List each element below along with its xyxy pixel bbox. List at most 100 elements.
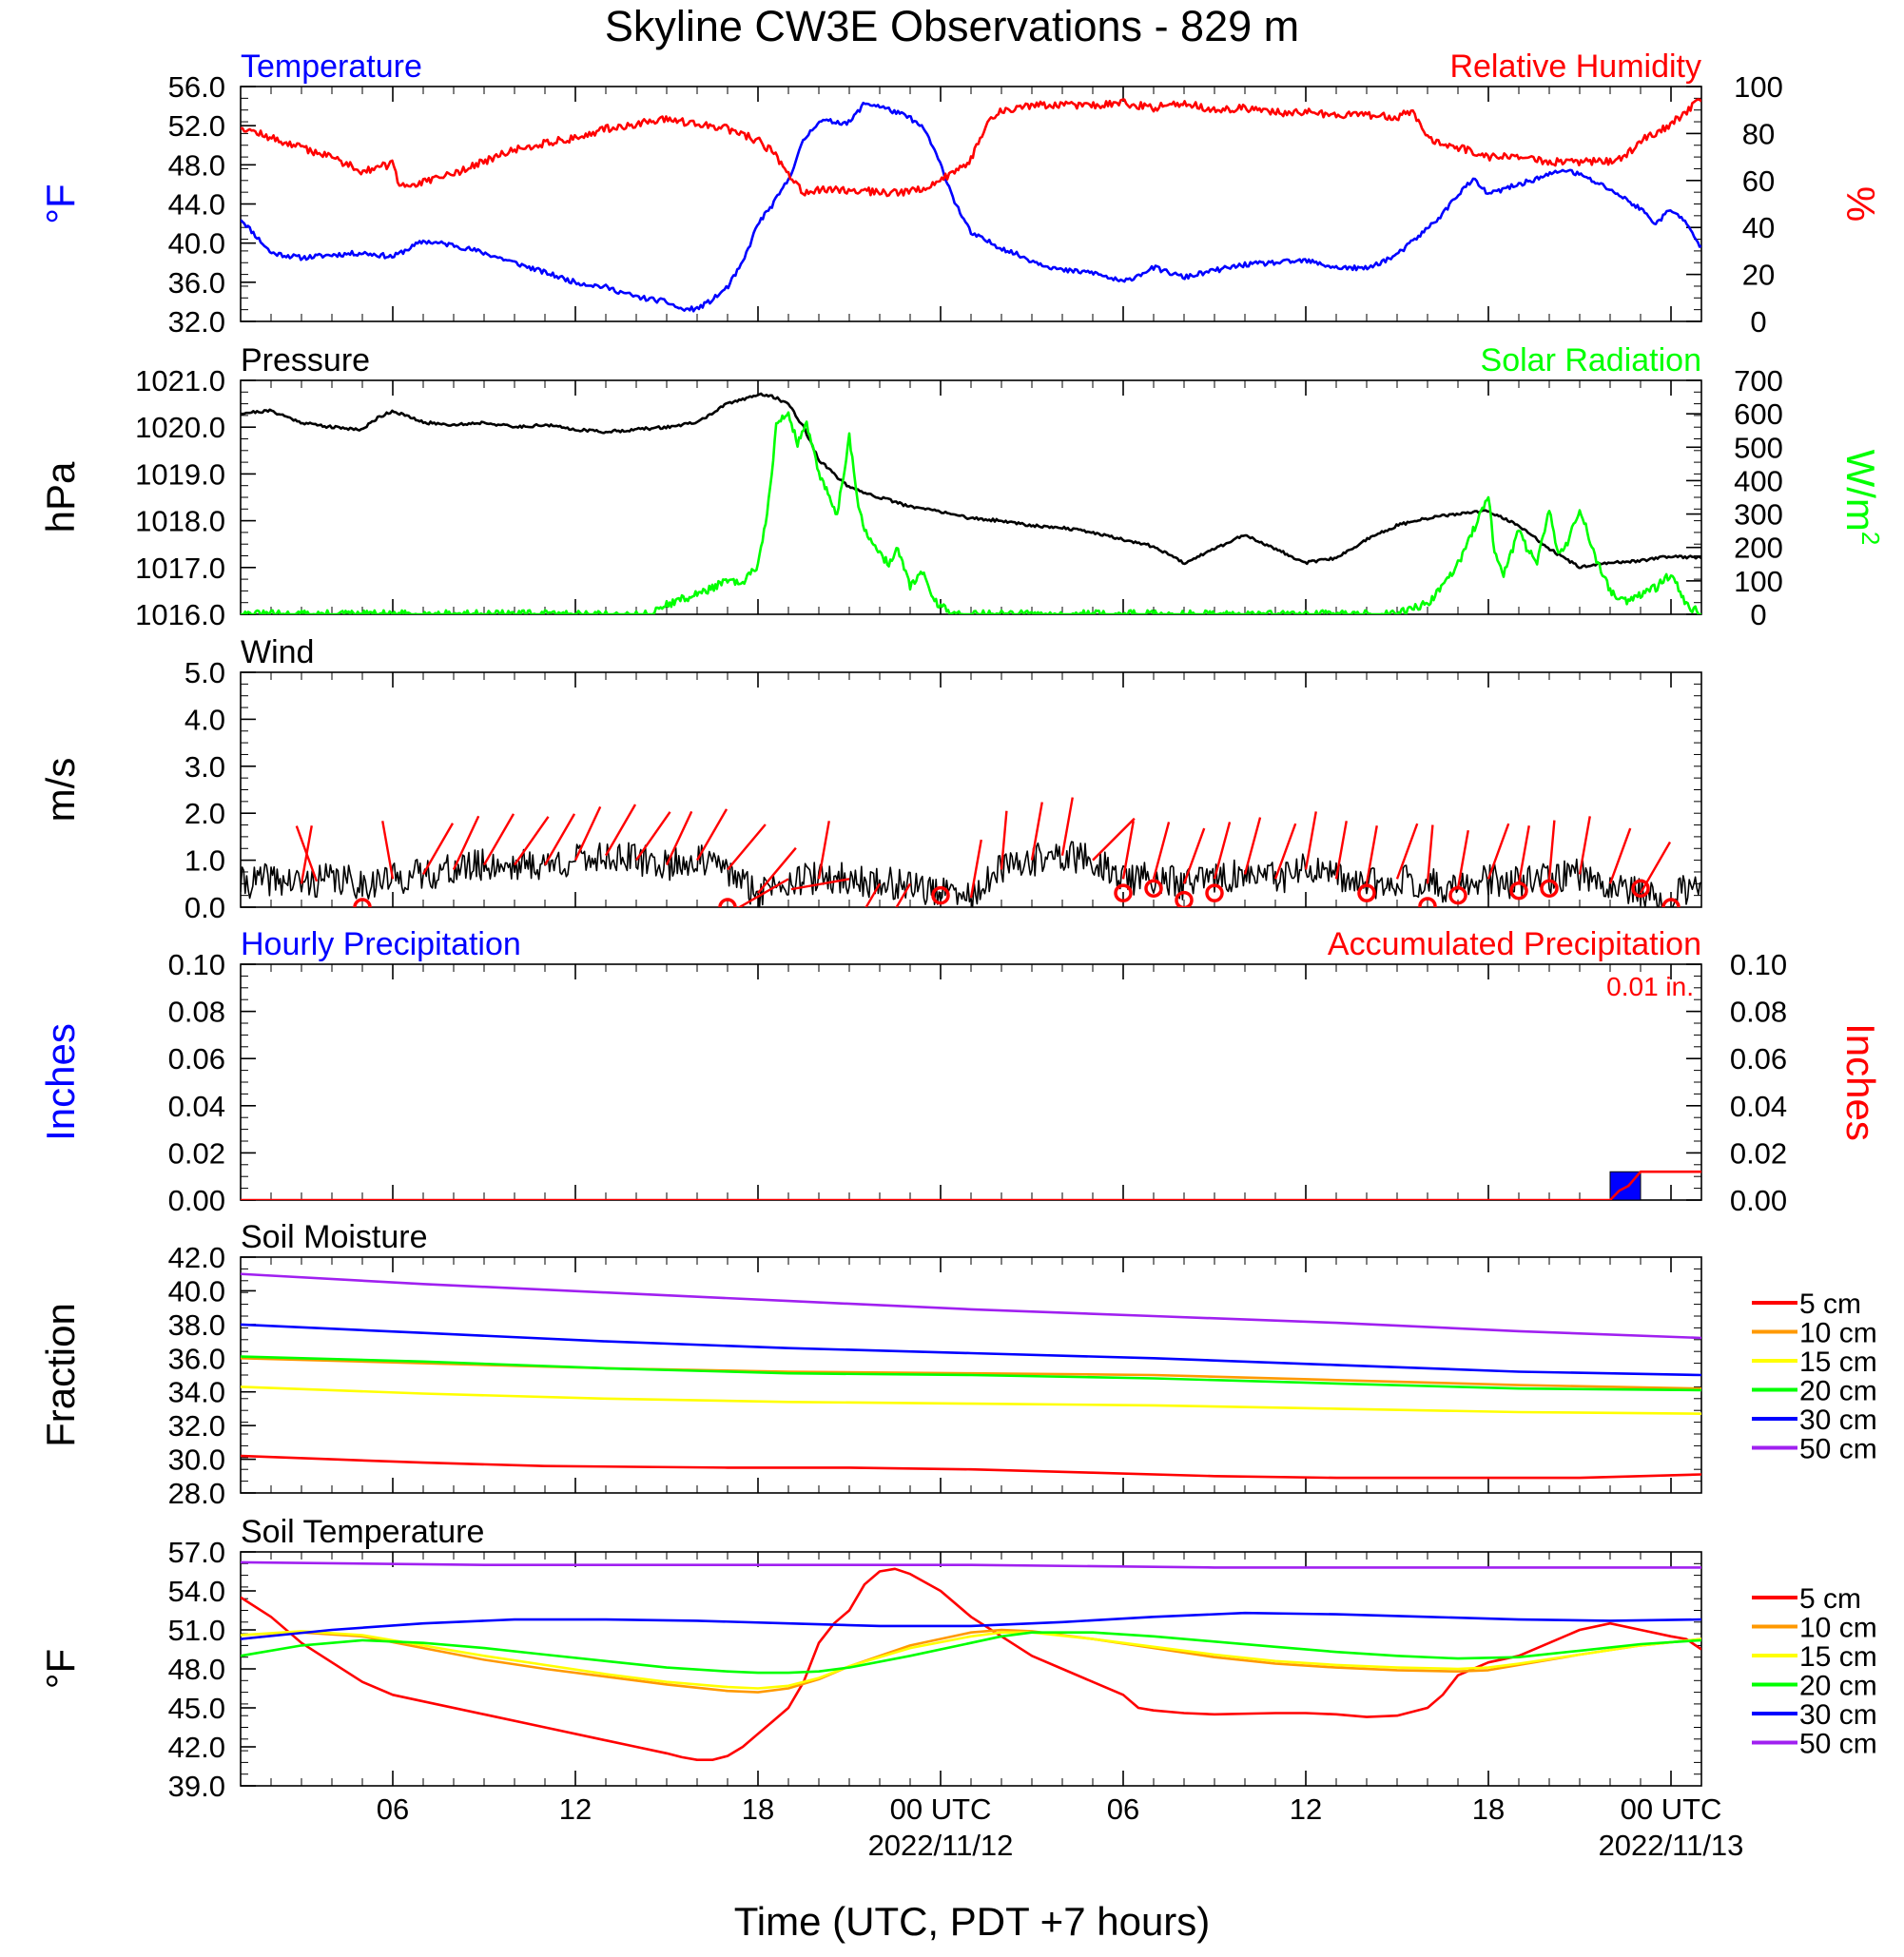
panel-title-left: Wind	[241, 634, 314, 670]
x-tick-date: 2022/11/13	[1599, 1829, 1744, 1862]
y-tick-label-left: 42.0	[168, 1731, 225, 1764]
wind-barb	[1365, 825, 1378, 884]
wind-barb	[295, 825, 319, 882]
wind-barb	[817, 821, 830, 880]
y-tick-label-left: 40.0	[168, 1274, 225, 1308]
panel-precip: 0.00 0.02 0.04 0.06 0.08 0.10 0.00 0.02 0.04 0.06…	[38, 926, 1883, 1217]
wind-barb	[665, 810, 693, 866]
y-tick-label-left: 0.0	[185, 891, 225, 924]
wind-barb	[790, 878, 850, 891]
x-tick-date: 2022/11/12	[868, 1829, 1014, 1862]
y-tick-label-left: 40.0	[168, 227, 225, 261]
accum-precip-total: 0.01 in.	[1606, 972, 1694, 1001]
15-cm-line	[241, 1385, 1701, 1415]
calm-wind-marker	[1144, 879, 1163, 898]
y-tick-label-right: 20	[1742, 259, 1775, 292]
wind-barb	[1213, 822, 1232, 880]
y-tick-label-right: 400	[1734, 464, 1783, 497]
panel-title-left: Soil Temperature	[241, 1514, 484, 1550]
y-tick-label-left: 44.0	[168, 188, 225, 222]
wind-barb	[695, 808, 729, 862]
wind-barb	[514, 816, 550, 866]
y-axis-label-right-main: W/m	[1838, 450, 1883, 532]
wind-barb	[482, 813, 515, 866]
panel-frame	[240, 86, 1702, 322]
calm-wind-marker	[1540, 879, 1559, 898]
wind-barb	[635, 811, 671, 862]
panel-frame	[240, 379, 1702, 615]
x-tick-label: 18	[1472, 1792, 1505, 1826]
y-tick-label-right: 0.04	[1730, 1090, 1787, 1123]
legend-label: 5 cm	[1799, 1583, 1861, 1615]
y-axis-label-left: °F	[38, 1649, 83, 1689]
y-tick-label-left: 38.0	[168, 1308, 225, 1342]
y-tick-label-right: 600	[1734, 397, 1783, 431]
y-tick-label-right: 80	[1742, 117, 1775, 150]
wind-barb	[1578, 816, 1591, 875]
figure-title: Skyline CW3E Observations - 829 m	[605, 2, 1299, 50]
y-tick-label-left: 48.0	[168, 148, 225, 182]
wind-barb	[1092, 817, 1136, 862]
y-axis-label-left: Inches	[38, 1023, 83, 1141]
y-tick-label-left: 51.0	[168, 1614, 225, 1647]
wind-barb	[1334, 821, 1348, 880]
y-tick-label-left: 0.10	[168, 948, 225, 981]
y-axis-label-left: Fraction	[38, 1303, 83, 1447]
5-cm-line	[241, 1454, 1701, 1480]
5-cm-line	[241, 1567, 1701, 1761]
y-tick-label-left: 52.0	[168, 109, 225, 143]
y-tick-label-right: 700	[1734, 364, 1783, 397]
panel-soil_moist: 28.030.032.034.036.038.040.042.0 Soil Moi…	[38, 1219, 1877, 1510]
y-tick-label-right: 0.08	[1730, 996, 1787, 1029]
calm-wind-marker	[1418, 897, 1437, 907]
20-cm-line	[241, 1631, 1701, 1675]
series-group	[241, 1272, 1701, 1480]
y-tick-label-right: 0.02	[1730, 1136, 1787, 1170]
y-tick-label-left: 32.0	[168, 305, 225, 339]
y-axis-label-right: Inches	[1838, 1023, 1883, 1141]
y-tick-label-right: 40	[1742, 211, 1775, 244]
panel-title-right: Relative Humidity	[1449, 48, 1701, 85]
y-axis-label-left: hPa	[38, 461, 83, 533]
wind-barb	[1486, 823, 1510, 880]
y-axis-label-right-sup: 2	[1856, 532, 1885, 545]
panels: 32.036.040.044.048.052.056.0020406080100…	[38, 48, 1885, 1803]
y-tick-label-left: 3.0	[185, 750, 225, 784]
y-tick-label-right: 0	[1750, 598, 1766, 631]
y-tick-label-left: 1019.0	[135, 457, 225, 491]
series-group	[241, 392, 1701, 614]
50-cm-line	[241, 1272, 1701, 1340]
y-tick-label-left: 57.0	[168, 1536, 225, 1569]
y-tick-label-left: 1021.0	[135, 364, 225, 397]
x-tick-label: 06	[1107, 1792, 1139, 1826]
relative-humidity-line	[241, 98, 1701, 198]
calm-wind-marker	[1631, 879, 1650, 898]
panel-title-left: Hourly Precipitation	[241, 926, 521, 962]
y-axis-label-left: °F	[38, 184, 83, 223]
y-tick-label-left: 0.08	[168, 996, 225, 1029]
wind-barb	[1426, 824, 1434, 884]
y-tick-label-left: 4.0	[185, 703, 225, 736]
wind-barb	[1152, 822, 1171, 880]
wind-barb	[1639, 841, 1672, 894]
panel-frame	[240, 963, 1702, 1201]
calm-wind-marker	[353, 898, 372, 907]
calm-wind-marker	[1175, 890, 1194, 907]
y-tick-label-left: 1.0	[185, 844, 225, 878]
wind-barb	[737, 878, 789, 907]
panel-title-right: Accumulated Precipitation	[1328, 926, 1701, 962]
x-tick-label: 18	[742, 1792, 774, 1826]
y-tick-label-right: 100	[1734, 565, 1783, 598]
legend-label: 20 cm	[1799, 1671, 1877, 1702]
y-tick-label-left: 48.0	[168, 1653, 225, 1686]
pressure-line	[241, 392, 1701, 570]
y-tick-label-left: 5.0	[185, 656, 225, 689]
series-group	[241, 1560, 1701, 1761]
panel-soil_temp: 39.0 42.0 45.0 48.0 51.0 54.0 57.0 Soil Tempera…	[38, 1514, 1877, 1803]
panel-title-right: Solar Radiation	[1481, 342, 1701, 378]
y-tick-label-left: 32.0	[168, 1409, 225, 1443]
legend-label: 30 cm	[1799, 1405, 1877, 1436]
calm-wind-marker	[931, 885, 950, 905]
